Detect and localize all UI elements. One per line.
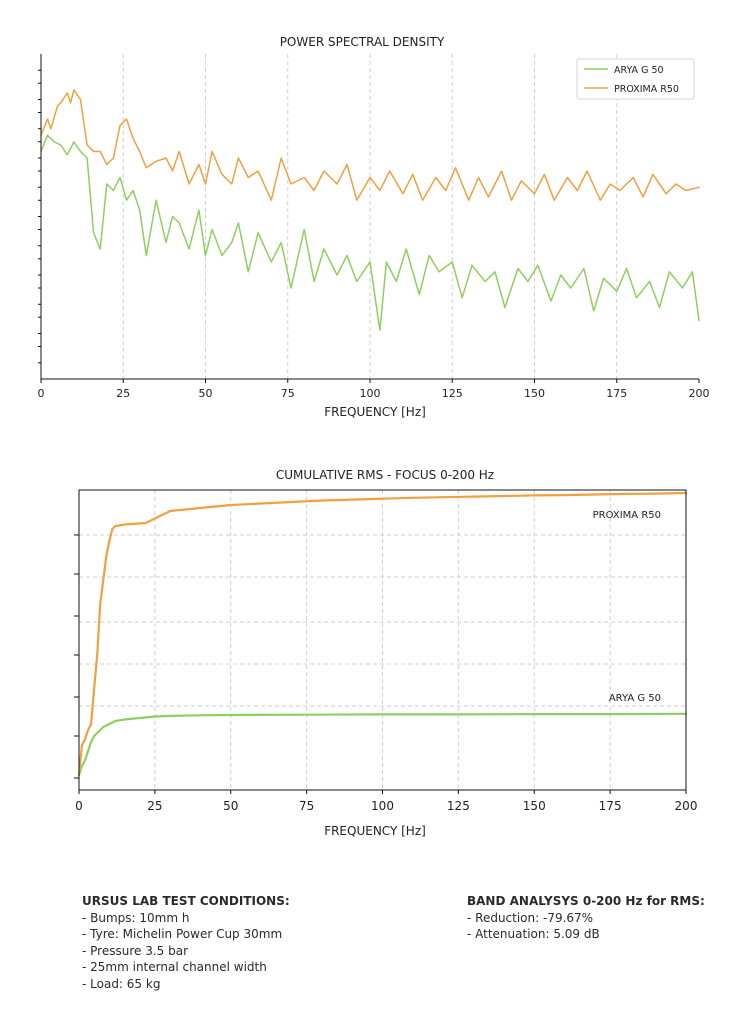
legend-label: ARYA G 50	[614, 65, 664, 76]
list-item: - Load: 65 kg	[82, 976, 161, 991]
x-tick-label: 150	[523, 799, 546, 813]
chart-title: CUMULATIVE RMS - FOCUS 0-200 Hz	[276, 468, 494, 482]
grid	[79, 490, 686, 790]
list-item: - 25mm internal channel width	[82, 960, 267, 974]
x-tick-label: 50	[199, 387, 213, 400]
test-conditions-title: URSUS LAB TEST CONDITIONS:	[82, 894, 290, 908]
x-tick-label: 75	[299, 799, 314, 813]
band-analysis-title: BAND ANALYSYS 0-200 Hz for RMS:	[467, 894, 705, 908]
list-item: - Bumps: 10mm h	[82, 910, 190, 925]
x-tick-label: 25	[116, 387, 130, 400]
axes: 0 25 50 75 100 125 150 175 200	[38, 54, 710, 400]
band-analysis: BAND ANALYSYS 0-200 Hz for RMS: - Reduct…	[467, 893, 705, 943]
x-tick-label: 75	[281, 387, 295, 400]
legend: ARYA G 50 PROXIMA R50	[576, 58, 695, 100]
test-conditions-list: - Bumps: 10mm h - Tyre: Michelin Power C…	[82, 910, 290, 993]
x-tick-label: 100	[360, 387, 381, 400]
legend: PROXIMA R50 ARYA G 50	[593, 510, 661, 704]
x-tick-label: 175	[599, 799, 622, 813]
series-line	[40, 134, 700, 332]
legend-label: PROXIMA R50	[614, 84, 679, 95]
test-conditions: URSUS LAB TEST CONDITIONS: - Bumps: 10mm…	[82, 893, 290, 992]
x-tick-label: 125	[442, 387, 463, 400]
series-label-arya: ARYA G 50	[609, 693, 661, 704]
x-tick-label: 50	[223, 799, 238, 813]
series	[40, 89, 700, 332]
x-tick-label: 100	[371, 799, 394, 813]
list-item: - Pressure 3.5 bar	[82, 943, 189, 958]
band-analysis-list: - Reduction: -79.67% - Attenuation: 5.09…	[467, 910, 705, 943]
grid	[122, 54, 618, 379]
list-item: - Tyre: Michelin Power Cup 30mm	[82, 927, 283, 941]
chart-title: POWER SPECTRAL DENSITY	[280, 35, 445, 49]
x-tick-label: 200	[689, 387, 710, 400]
x-tick-label: 150	[524, 387, 545, 400]
psd-chart: POWER SPECTRAL DENSITY 0 25 50 75 100 125 150 1…	[38, 35, 710, 419]
x-tick-label: 0	[38, 387, 45, 400]
series-line	[40, 89, 700, 201]
series-line	[77, 491, 688, 777]
series-label-proxima: PROXIMA R50	[593, 510, 661, 521]
x-tick-label: 125	[447, 799, 470, 813]
x-tick-label: 25	[147, 799, 162, 813]
axes: 0 25 50 75 100 125 150 175 200	[74, 489, 698, 813]
series	[77, 491, 688, 777]
x-tick-label: 200	[675, 799, 698, 813]
series-line	[77, 712, 688, 777]
cumulative-rms-chart: CUMULATIVE RMS - FOCUS 0-200 Hz 0 25 50 75 1…	[74, 468, 698, 838]
list-item: - Attenuation: 5.09 dB	[467, 927, 600, 941]
x-axis-label: FREQUENCY [Hz]	[324, 824, 426, 838]
x-tick-label: 175	[606, 387, 627, 400]
x-tick-label: 0	[75, 799, 83, 813]
list-item: - Reduction: -79.67%	[467, 910, 594, 925]
x-axis-label: FREQUENCY [Hz]	[324, 405, 426, 419]
